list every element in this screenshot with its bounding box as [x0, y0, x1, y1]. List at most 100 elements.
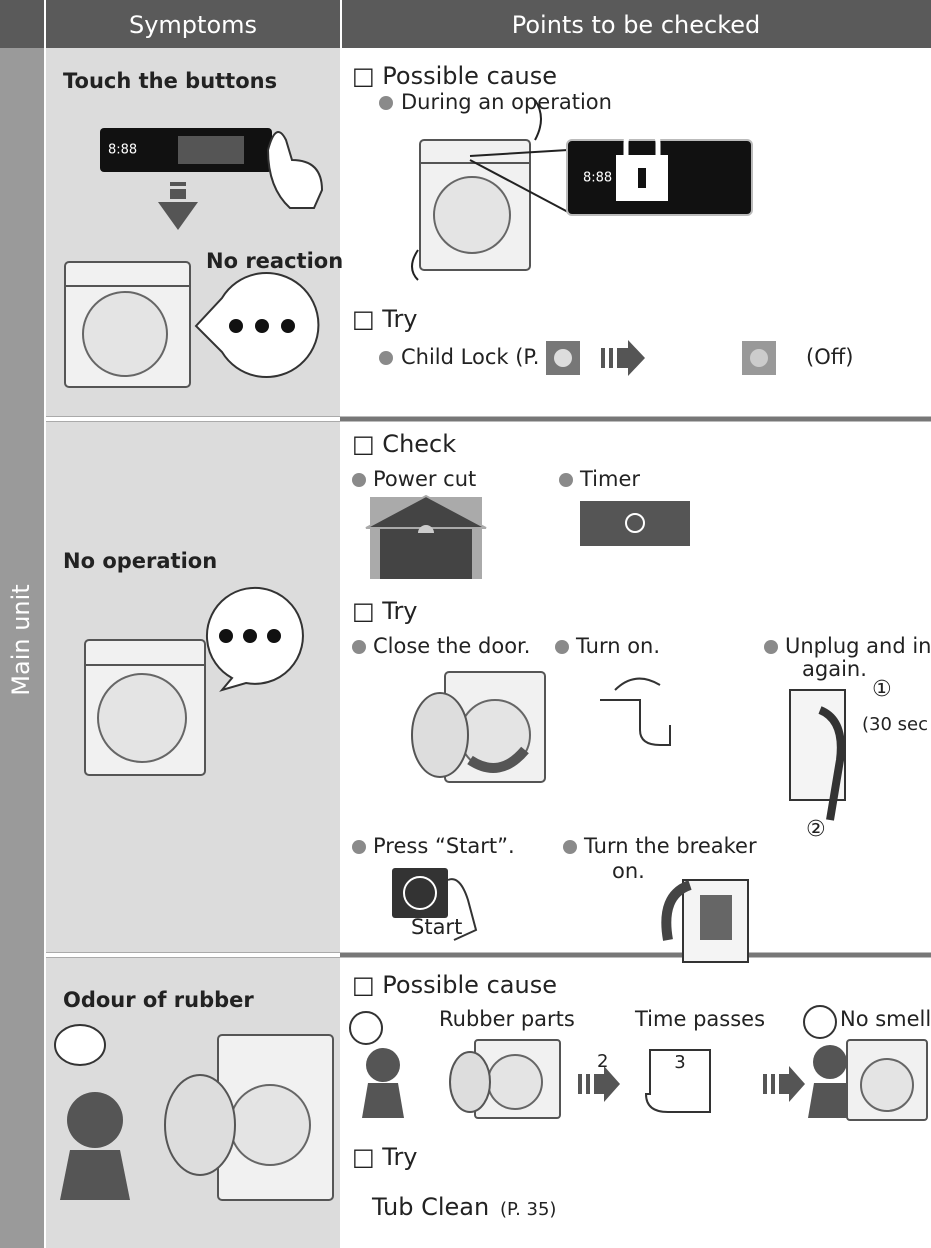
start-button	[403, 876, 437, 910]
connector	[469, 159, 569, 213]
item-text: Turn the breaker	[583, 834, 757, 858]
arrow-icon	[158, 202, 198, 230]
power-cut-icon	[418, 525, 434, 533]
item-note: (Off)	[806, 345, 853, 369]
item-text: Unplug and insert	[785, 634, 931, 658]
bubble-dot	[229, 319, 243, 333]
arrow-icon	[763, 1074, 767, 1094]
thought-bubble	[54, 1024, 106, 1066]
plug-icon	[818, 706, 845, 821]
step-label: ①	[872, 677, 892, 702]
calendar-page: 3	[674, 1052, 685, 1073]
arrow-icon	[617, 340, 645, 376]
door-icon	[411, 692, 469, 778]
bullet	[352, 473, 366, 487]
hand-icon	[266, 131, 324, 209]
vibration-mark	[534, 99, 542, 141]
item-text: Close the door.	[373, 634, 530, 658]
arrow-icon	[771, 1074, 775, 1094]
arrow-icon	[609, 348, 613, 368]
item-text: again.	[802, 657, 867, 681]
side-label: Main unit	[7, 584, 35, 695]
step-label: ②	[806, 817, 826, 842]
symptom-title: Odour of rubber	[63, 988, 254, 1012]
bullet	[555, 640, 569, 654]
tap-icon	[600, 699, 671, 746]
hand-icon	[447, 878, 478, 941]
person-icon	[67, 1092, 123, 1148]
lock-icon	[623, 124, 661, 155]
symptom-note: No reaction	[206, 249, 343, 273]
breaker-icon	[700, 895, 732, 940]
button-icon	[750, 349, 768, 367]
door-icon	[449, 1051, 491, 1113]
bullet	[379, 96, 393, 110]
symptom-title: Touch the buttons	[63, 69, 277, 93]
arrow-icon	[170, 182, 186, 186]
timer-icon	[625, 513, 645, 533]
washer-icon	[229, 1084, 311, 1166]
connector	[469, 149, 569, 157]
tap-icon	[614, 677, 661, 691]
action-text: Tub Clean	[371, 1193, 489, 1221]
bullet	[352, 640, 366, 654]
panel-buttons	[178, 136, 244, 164]
side-column	[0, 48, 44, 1248]
lock-icon	[638, 168, 646, 188]
panel-display: 8:88	[108, 143, 137, 158]
panel-display: 8:88	[583, 171, 612, 186]
bullet	[559, 473, 573, 487]
arrow-icon	[170, 189, 186, 199]
item-text: Power cut	[373, 467, 476, 491]
power-cut-icon	[380, 525, 472, 579]
arrow-icon	[594, 1066, 620, 1102]
section-heading: □ Try	[352, 305, 418, 333]
button-label: Start	[411, 915, 462, 939]
vibration-mark	[411, 249, 419, 281]
person-icon	[60, 1150, 130, 1200]
section-heading: □ Possible cause	[352, 971, 557, 999]
calendar-page: 2	[597, 1051, 608, 1072]
thought-bubble	[349, 1011, 383, 1045]
section-heading: □ Check	[352, 430, 456, 458]
arrow-icon	[601, 348, 605, 368]
page-reference: (P. 35)	[500, 1199, 556, 1220]
bubble-dot	[281, 319, 295, 333]
person-icon	[808, 1083, 852, 1118]
washer-icon	[97, 673, 187, 763]
washer-icon	[860, 1058, 914, 1112]
section-heading: □ Possible cause	[352, 62, 557, 90]
cause-label: Rubber parts	[439, 1007, 575, 1031]
bubble-dot	[267, 629, 281, 643]
calendar-icon	[644, 1049, 711, 1113]
start-button	[392, 868, 448, 918]
washer-icon	[433, 176, 511, 254]
item-text: on.	[612, 859, 645, 883]
wait-label: (30 sec	[862, 714, 928, 735]
item-text: During an operation	[401, 90, 612, 114]
item-text: Press “Start”.	[373, 834, 515, 858]
bubble-dot	[255, 319, 269, 333]
timer-icon	[580, 501, 690, 546]
header-text: Symptoms	[129, 11, 257, 39]
person-icon	[813, 1045, 847, 1079]
header-text: Points to be checked	[512, 11, 760, 39]
arrow-icon	[779, 1066, 805, 1102]
person-icon	[366, 1048, 400, 1082]
washer-icon	[82, 291, 168, 377]
bullet	[563, 840, 577, 854]
thought-bubble	[803, 1005, 837, 1039]
header-bar	[0, 0, 931, 48]
item-text: Turn on.	[575, 634, 660, 658]
arrow-icon	[586, 1074, 590, 1094]
arrow-icon	[467, 746, 529, 773]
person-icon	[362, 1083, 404, 1118]
washer-icon	[487, 1054, 543, 1110]
cause-label: No smell	[840, 1007, 931, 1031]
section-heading: □ Try	[352, 1143, 418, 1171]
symptom-title: No operation	[63, 549, 217, 573]
bullet	[379, 351, 393, 365]
arrow-icon	[578, 1074, 582, 1094]
